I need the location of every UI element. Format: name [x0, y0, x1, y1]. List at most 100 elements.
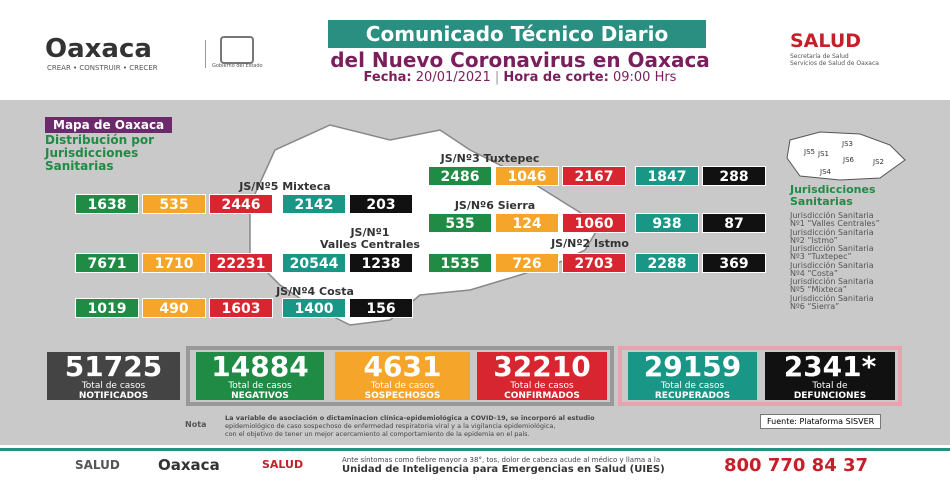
region-value: 535	[142, 194, 206, 214]
total-value: 32210	[493, 350, 591, 383]
legend-item: Jurisdicción Sanitaria	[790, 293, 874, 303]
footer-oaxaca: Oaxaca	[158, 456, 220, 474]
region-value: 1046	[495, 166, 559, 186]
region-value: 938	[635, 213, 699, 233]
region-value: 7671	[75, 253, 139, 273]
note-text: con el objetivo de tener un mejor acerca…	[225, 430, 530, 438]
total-label: Total de casos	[370, 381, 435, 391]
total-label: Total de	[812, 381, 848, 391]
total-box: 51725 Total de casos NOTIFICADOS	[47, 350, 180, 401]
map-subtitle: Distribución por Jurisdicciones Sanitari…	[45, 133, 155, 173]
hora: 09:00 Hrs	[612, 70, 677, 85]
footer-salud: SALUD	[75, 458, 120, 472]
region-label: JS/Nº1	[350, 226, 390, 239]
region-value: 203	[349, 194, 413, 214]
region-label: Valles Centrales	[320, 238, 420, 251]
salud-sub: Servicios de Salud de Oaxaca	[790, 60, 879, 67]
region-value: 1847	[635, 166, 699, 186]
region-value: 1060	[562, 213, 626, 233]
minimap-label: JS3	[842, 140, 853, 148]
total-label: Total de casos	[510, 381, 574, 391]
map-title: Mapa de Oaxaca	[45, 117, 173, 133]
total-label: NOTIFICADOS	[78, 391, 149, 401]
minimap-label: JS6	[843, 156, 854, 164]
region-value: 490	[142, 298, 206, 318]
legend-item: Jurisdicción Sanitaria	[790, 244, 874, 253]
region-value: 2446	[209, 194, 273, 214]
region-label: JS/Nº2 Istmo	[551, 237, 629, 250]
salud-sub: Secretaría de Salud	[790, 53, 849, 60]
logo-sub: CREAR • CONSTRUIR • CRECER	[47, 64, 158, 72]
region-value: 2486	[428, 166, 492, 186]
frame	[186, 346, 614, 406]
footer-text: Ante síntomas como fiebre mayor a 38°, t…	[342, 456, 661, 464]
legend-title: Jurisdicciones Sanitarias	[790, 183, 876, 208]
total-label: RECUPERADOS	[654, 391, 731, 401]
region-value: 535	[428, 213, 492, 233]
footer-text: Unidad de Inteligencia para Emergencias …	[342, 464, 665, 475]
region-value: 1638	[75, 194, 139, 214]
region-value: 156	[349, 298, 413, 318]
total-label: SOSPECHOSOS	[364, 391, 441, 401]
region-value: 1535	[428, 253, 492, 273]
region-value: 1710	[142, 253, 206, 273]
total-value: 14884	[211, 350, 309, 383]
note-label: Nota	[185, 420, 207, 429]
region-value: 20544	[282, 253, 346, 273]
legend-item: Nº3 “Tuxtepec”	[790, 252, 852, 261]
region-label: JS/Nº6 Sierra	[454, 199, 536, 212]
region-value: 726	[495, 253, 559, 273]
minimap-label: JS4	[820, 168, 831, 176]
total-label: Total de casos	[228, 381, 292, 391]
date-line: Fecha: 20/01/2021 | Hora de corte: 09:00…	[363, 70, 677, 85]
legend-item: Jurisdicción Sanitaria	[790, 260, 874, 270]
total-box: 14884 Total de casos NEGATIVOS	[196, 350, 324, 401]
total-value: 29159	[643, 350, 742, 383]
footer-salud: SALUD	[262, 458, 304, 471]
emblem	[220, 36, 254, 64]
total-label: NEGATIVOS	[231, 391, 289, 401]
legend-item: Nº2 “Istmo”	[790, 235, 838, 245]
salud-logo: SALUD	[790, 30, 862, 52]
legend-item: Jurisdicción Sanitaria	[790, 277, 874, 286]
logo: Oaxaca	[45, 34, 152, 64]
region-value: 2703	[562, 253, 626, 273]
total-value: 51725	[64, 350, 163, 383]
hora-label: Hora de corte:	[503, 70, 609, 85]
stripe	[0, 448, 950, 451]
subtitle: del Nuevo Coronavirus en Oaxaca	[330, 48, 710, 72]
region-value: 87	[702, 213, 766, 233]
legend-item: Nº1 “Valles Centrales”	[790, 219, 880, 228]
divider	[205, 40, 206, 68]
total-label: DEFUNCIONES	[793, 391, 867, 401]
region-value: 22231	[209, 253, 273, 273]
legend-item: Nº6 “Sierra”	[790, 301, 840, 311]
gov-label: Gobierno del Estado	[212, 63, 263, 69]
total-label: CONFIRMADOS	[504, 391, 580, 401]
total-label: Total de casos	[81, 381, 146, 391]
legend-item: Jurisdicción Sanitaria	[790, 211, 874, 220]
minimap-label: JS2	[873, 158, 884, 166]
region-value: 2167	[562, 166, 626, 186]
total-box: 2341* Total de DEFUNCIONES	[765, 350, 895, 401]
total-label: Total de casos	[660, 381, 725, 391]
fecha-label: Fecha:	[363, 70, 412, 85]
phone: 800 770 84 37	[724, 455, 869, 476]
legend-item: Jurisdicción Sanitaria	[790, 227, 874, 237]
minimap	[786, 131, 906, 181]
region-value: 1019	[75, 298, 139, 318]
region-value: 369	[702, 253, 766, 273]
fecha: 20/01/2021	[415, 70, 491, 85]
region-label: JS/Nº4 Costa	[276, 285, 354, 298]
region-value: 1603	[209, 298, 273, 318]
total-box: 32210 Total de casos CONFIRMADOS	[477, 350, 607, 401]
legend-item: Nº4 “Costa”	[790, 268, 839, 278]
region-label: JS/Nº3 Tuxtepec	[440, 152, 540, 165]
minimap-label: JS5	[804, 148, 815, 156]
legend-item: Nº5 “Mixteca”	[790, 285, 847, 294]
total-value: 2341*	[783, 350, 877, 383]
region-value: 1238	[349, 253, 413, 273]
region-value: 1400	[282, 298, 346, 318]
note-text: epidemiológico de caso sospechoso de enf…	[225, 422, 556, 430]
